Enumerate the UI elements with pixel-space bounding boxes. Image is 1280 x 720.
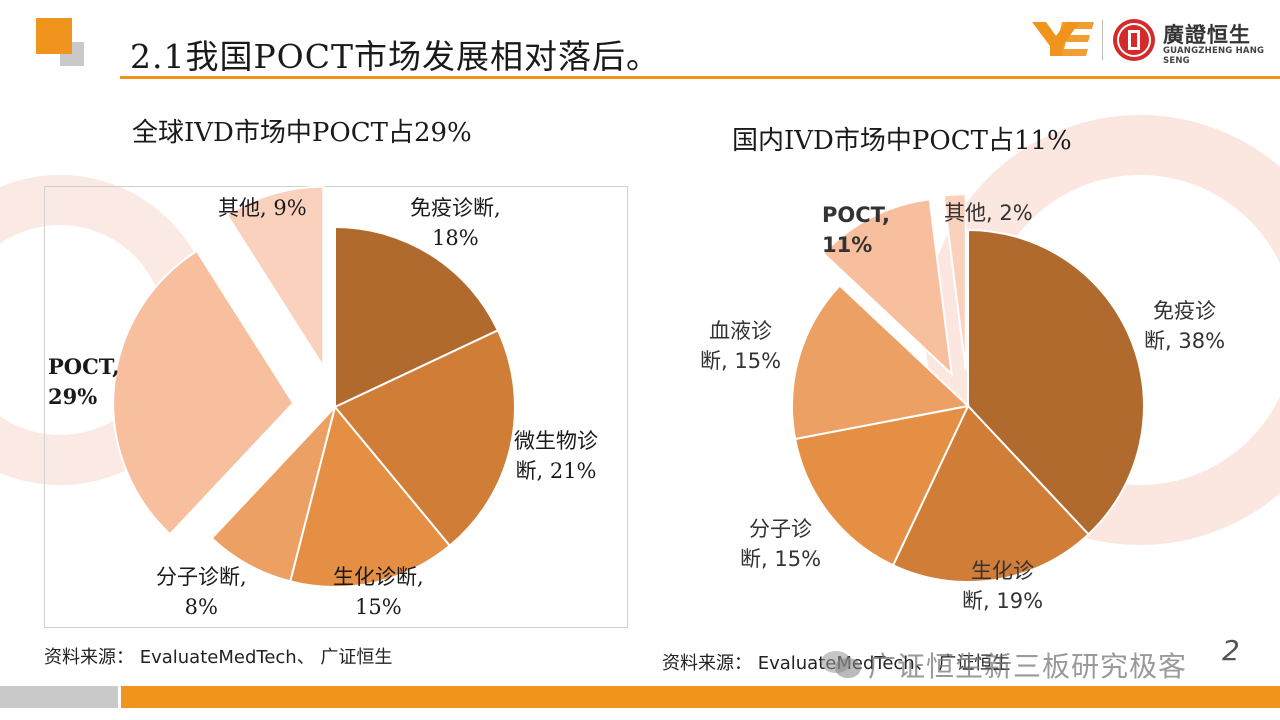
label-domestic-poct: POCT, 11% <box>822 203 890 257</box>
logo-name-en: GUANGZHENG HANG SENG <box>1163 46 1265 66</box>
chart-global-title: 全球IVD市场中POCT占29% <box>132 118 472 148</box>
label-global-biochem: 生化诊断, 15% <box>333 565 424 619</box>
ye-logo-icon <box>1032 22 1094 56</box>
footer-bar-orange <box>121 686 1280 708</box>
pie-slice-domestic-5 <box>942 193 967 371</box>
label-global-other: 其他, 9% <box>218 196 307 220</box>
wechat-icon <box>821 651 861 678</box>
pie-slice-domestic-3 <box>791 284 971 441</box>
watermark-text: 广证恒生新三板研究极客 <box>868 650 1188 683</box>
guangzheng-seal-icon <box>1113 19 1155 61</box>
pie-slice-global-5 <box>225 185 325 371</box>
label-global-poct: POCT, 29% <box>48 354 120 409</box>
label-global-immune: 免疫诊断, 18% <box>410 196 501 250</box>
pie-slice-global-2 <box>289 404 452 588</box>
label-global-micro: 微生物诊 断, 21% <box>514 429 598 483</box>
pie-slice-domestic-0 <box>967 228 1145 536</box>
chart-global-frame <box>44 186 628 628</box>
page-number: 2 <box>1222 634 1240 667</box>
pie-slice-domestic-1 <box>891 404 1090 583</box>
slide-title: 2.1我国POCT市场发展相对落后。 <box>130 37 660 76</box>
label-global-molecular: 分子诊断, 8% <box>156 565 247 619</box>
label-domestic-immune: 免疫诊 断, 38% <box>1144 299 1226 353</box>
label-domestic-molecular: 分子诊 断, 15% <box>740 517 822 571</box>
title-rule <box>120 76 1280 79</box>
corner-square-orange <box>36 18 72 54</box>
pie-slice-domestic-4 <box>821 198 953 377</box>
label-domestic-biochem: 生化诊 断, 19% <box>962 559 1044 613</box>
pie-slice-global-1 <box>333 329 516 548</box>
source-note-global: 资料来源： EvaluateMedTech、 广证恒生 <box>44 647 393 668</box>
label-domestic-other: 其他, 2% <box>944 201 1033 225</box>
footer-bar-gray <box>0 686 118 708</box>
logo-name-cn: 廣證恒生 <box>1163 23 1251 47</box>
pie-slice-domestic-2 <box>793 404 970 567</box>
pie-slice-global-3 <box>210 406 336 583</box>
pie-slice-global-0 <box>334 225 500 409</box>
chart-domestic-title: 国内IVD市场中POCT占11% <box>732 126 1072 156</box>
pie-slice-global-4 <box>112 249 295 536</box>
label-domestic-blood: 血液诊 断, 15% <box>700 319 782 373</box>
logo-divider <box>1102 20 1103 60</box>
